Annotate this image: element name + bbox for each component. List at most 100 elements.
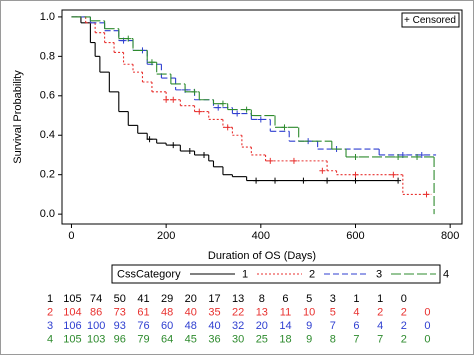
at-risk-count: 4: [353, 307, 359, 319]
at-risk-count: 7: [330, 320, 336, 332]
at-risk-count: 74: [90, 293, 102, 305]
censor-mark: [352, 153, 359, 160]
at-risk-count: 79: [137, 334, 149, 346]
y-tick-label: 0.8: [40, 50, 55, 62]
at-risk-count: 17: [208, 293, 220, 305]
at-risk-count: 1: [377, 293, 383, 305]
censor-mark: [201, 151, 208, 158]
risk-row-label: 3: [47, 320, 53, 332]
at-risk-count: 32: [232, 320, 244, 332]
at-risk-count: 2: [401, 320, 407, 332]
censor-mark: [125, 35, 132, 42]
censor-mark: [257, 116, 264, 123]
censor-mark: [224, 124, 231, 131]
at-risk-count: 20: [185, 293, 197, 305]
censor-mark: [234, 110, 241, 117]
censor-mark: [423, 191, 430, 198]
plot-frame: [61, 9, 463, 225]
at-risk-count: 35: [208, 307, 220, 319]
at-risk-count: 96: [114, 334, 126, 346]
censor-mark: [215, 104, 222, 111]
at-risk-count: 13: [232, 293, 244, 305]
censor-mark: [300, 177, 307, 184]
censor-mark: [186, 148, 193, 155]
x-tick-label: 800: [441, 230, 459, 242]
x-axis-title: Duration of OS (Days): [208, 250, 316, 262]
censor-mark: [395, 177, 402, 184]
at-risk-count: 2: [401, 334, 407, 346]
at-risk-count: 100: [87, 320, 105, 332]
censor-mark: [170, 142, 177, 149]
at-risk-count: 73: [114, 307, 126, 319]
x-tick-label: 200: [157, 230, 175, 242]
y-tick-label: 0.0: [40, 208, 55, 220]
at-risk-count: 1: [353, 293, 359, 305]
at-risk-count: 29: [161, 293, 173, 305]
y-axis-title: Survival Probability: [12, 70, 24, 164]
y-tick-label: 0.2: [40, 169, 55, 181]
at-risk-count: 41: [137, 293, 149, 305]
at-risk-count: 3: [330, 293, 336, 305]
at-risk-count: 93: [114, 320, 126, 332]
censor-mark: [196, 108, 203, 115]
at-risk-count: 0: [424, 307, 430, 319]
x-tick-label: 600: [346, 230, 364, 242]
censor-mark: [390, 171, 397, 178]
y-tick-label: 0.4: [40, 129, 55, 141]
censor-mark: [272, 177, 279, 184]
at-risk-count: 106: [63, 320, 81, 332]
risk-row-label: 4: [47, 334, 53, 346]
censor-mark: [253, 177, 260, 184]
at-risk-count: 105: [63, 334, 81, 346]
censor-legend: + Censored: [404, 15, 456, 26]
at-risk-count: 14: [279, 320, 291, 332]
at-risk-count: 45: [185, 334, 197, 346]
at-risk-count: 0: [424, 320, 430, 332]
at-risk-count: 103: [87, 334, 105, 346]
legend-label: 3: [376, 268, 382, 280]
censor-mark: [324, 177, 331, 184]
at-risk-count: 4: [377, 320, 383, 332]
at-risk-count: 7: [353, 334, 359, 346]
at-risk-count: 8: [259, 293, 265, 305]
at-risk-count: 61: [137, 307, 149, 319]
at-risk-count: 76: [137, 320, 149, 332]
at-risk-count: 10: [303, 307, 315, 319]
censor-mark: [267, 157, 274, 164]
at-risk-count: 6: [353, 320, 359, 332]
at-risk-count: 6: [282, 293, 288, 305]
at-risk-count: 18: [279, 334, 291, 346]
y-tick-label: 0.6: [40, 90, 55, 102]
censor-mark: [163, 96, 170, 103]
at-risk-count: 60: [161, 320, 173, 332]
at-risk-count: 64: [161, 334, 173, 346]
at-risk-count: 36: [208, 334, 220, 346]
at-risk-count: 20: [256, 320, 268, 332]
at-risk-count: 2: [401, 307, 407, 319]
censor-mark: [146, 136, 153, 143]
x-tick-label: 0: [68, 230, 74, 242]
at-risk-count: 22: [232, 307, 244, 319]
at-risk-count: 30: [232, 334, 244, 346]
at-risk-count: 13: [256, 307, 268, 319]
y-tick-label: 1.0: [40, 11, 55, 23]
legend-title: CssCategory: [117, 268, 181, 280]
censor-mark: [191, 88, 198, 95]
at-risk-count: 105: [63, 293, 81, 305]
censor-mark: [148, 59, 155, 66]
at-risk-count: 48: [185, 320, 197, 332]
legend-label: 4: [443, 268, 449, 280]
at-risk-count: 86: [90, 307, 102, 319]
at-risk-count: 9: [306, 320, 312, 332]
at-risk-count: 5: [306, 293, 312, 305]
at-risk-count: 0: [401, 293, 407, 305]
censor-mark: [352, 171, 359, 178]
risk-row-label: 1: [47, 293, 53, 305]
x-tick-label: 400: [252, 230, 270, 242]
censor-mark: [170, 96, 177, 103]
at-risk-count: 40: [185, 307, 197, 319]
censor-mark: [319, 167, 326, 174]
at-risk-count: 40: [208, 320, 220, 332]
censor-mark: [395, 153, 402, 160]
